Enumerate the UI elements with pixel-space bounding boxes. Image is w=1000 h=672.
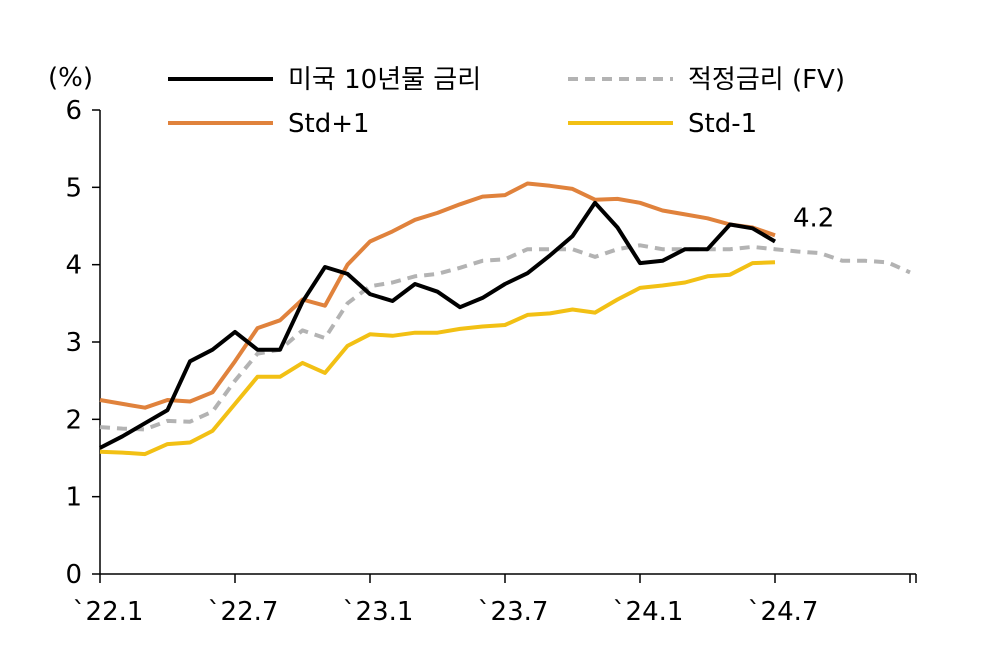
- y-tick-label: 3: [65, 328, 82, 358]
- y-tick-label: 4: [65, 251, 82, 281]
- x-tick-label: `24.1: [613, 597, 684, 627]
- x-tick-label: `22.7: [208, 597, 279, 627]
- series-line-std-minus-1: [99, 260, 776, 457]
- series-line-us-10y-yield: [99, 200, 777, 450]
- legend-label-us-10y-yield: 미국 10년물 금리: [288, 65, 481, 95]
- chart-axes: 0 1 2 3 4 5 6(%) `22.1 `22.7 `23.1 `23.7 `24.1 `24.7: [48, 63, 917, 627]
- end-value-label: 4.2: [793, 203, 834, 233]
- series-line-fair-value: [99, 243, 911, 432]
- legend-label-std-plus-1: Std+1: [288, 109, 370, 139]
- y-tick-label: 2: [65, 405, 82, 435]
- x-tick-label: `23.1: [343, 597, 414, 627]
- y-tick-label: 6: [65, 96, 82, 126]
- chart-series: [99, 181, 911, 457]
- series-line-std-plus-1: [99, 181, 776, 410]
- chart-legend: 미국 10년물 금리 적정금리 (FV) Std+1 Std-1: [168, 65, 845, 139]
- x-tick-label: `24.7: [748, 597, 819, 627]
- legend-label-std-minus-1: Std-1: [688, 109, 757, 139]
- x-tick-label: `23.7: [478, 597, 549, 627]
- y-axis-unit: (%): [48, 63, 93, 93]
- y-tick-label: 0: [65, 560, 82, 590]
- legend-label-fair-value: 적정금리 (FV): [688, 65, 845, 95]
- x-tick-label: `22.1: [73, 597, 144, 627]
- chart-annotations: 4.2: [793, 203, 834, 233]
- y-tick-label: 1: [65, 483, 82, 513]
- y-tick-label: 5: [65, 173, 82, 203]
